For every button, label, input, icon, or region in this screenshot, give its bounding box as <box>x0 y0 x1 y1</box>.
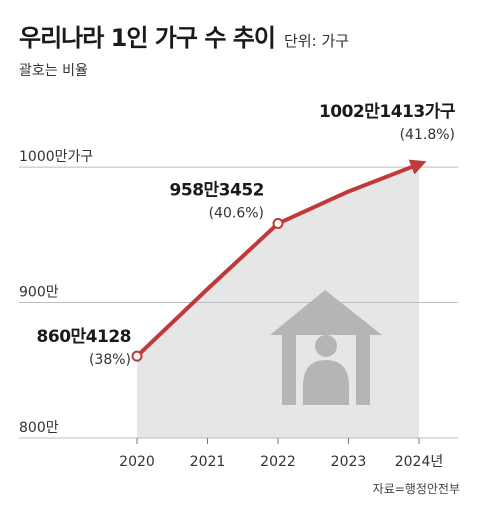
house-person-icon <box>270 290 382 405</box>
data-label: 958만3452 <box>170 181 264 201</box>
data-point <box>272 218 284 230</box>
area-fill <box>137 164 419 438</box>
data-label-percent: (40.6%) <box>209 206 264 222</box>
data-label: 860만4128 <box>37 327 131 347</box>
x-tick-label: 2024년 <box>395 454 444 470</box>
data-label-percent: (38%) <box>89 352 131 368</box>
x-tick-label: 2022 <box>260 454 296 470</box>
y-tick-label: 1000만가구 <box>19 149 93 165</box>
x-tick-label: 2020 <box>119 454 155 470</box>
chart-subtitle: 괄호는 비율 <box>19 63 88 79</box>
x-tick-label: 2021 <box>190 454 226 470</box>
y-tick-label: 800만 <box>19 420 59 436</box>
source-credit: 자료=행정안전부 <box>373 481 460 496</box>
data-label: 1002만1413가구 <box>319 102 456 122</box>
title-row: 우리나라 1인 가구 수 추이 단위: 가구 <box>19 18 349 53</box>
unit-label: 단위: 가구 <box>284 32 350 50</box>
x-tick-label: 2023 <box>331 454 367 470</box>
chart-title: 우리나라 1인 가구 수 추이 <box>19 24 276 52</box>
data-point <box>131 350 143 362</box>
y-tick-label: 900만 <box>19 285 59 301</box>
data-label-percent: (41.8%) <box>400 127 455 143</box>
